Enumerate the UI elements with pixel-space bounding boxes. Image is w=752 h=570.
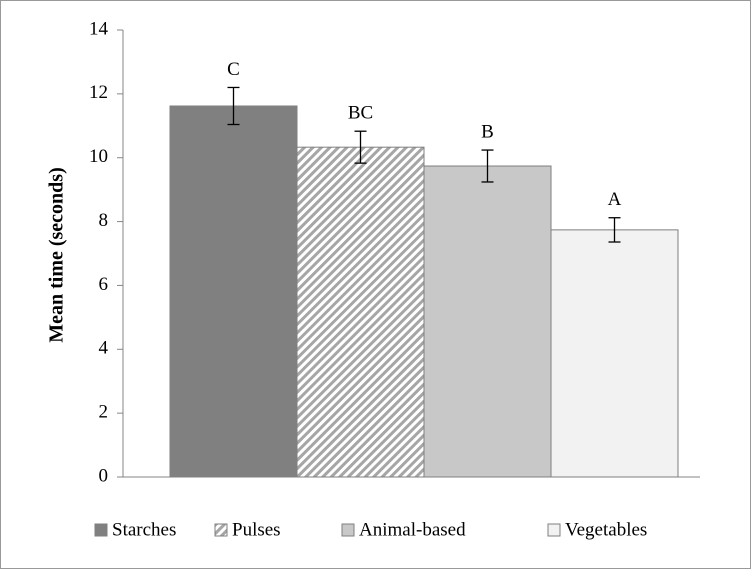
bar	[550, 229, 679, 478]
y-tick-label: 12	[89, 82, 108, 103]
legend-label: Pulses	[232, 519, 281, 540]
legend-swatch	[214, 523, 228, 537]
bar	[169, 105, 298, 478]
legend-label: Vegetables	[565, 519, 647, 540]
group-label: A	[608, 189, 622, 210]
y-tick-label: 14	[89, 18, 109, 39]
y-tick-label: 10	[89, 146, 108, 167]
y-axis-label: Mean time (seconds)	[46, 167, 68, 343]
y-tick-label: 0	[99, 465, 109, 486]
y-tick-label: 6	[99, 274, 109, 295]
group-label: C	[227, 59, 240, 80]
legend-swatch	[547, 523, 561, 537]
legend-swatch	[94, 523, 108, 537]
y-tick-label: 4	[99, 338, 109, 359]
group-label: BC	[348, 103, 373, 124]
bar	[296, 146, 425, 478]
bar	[423, 165, 552, 478]
group-label: B	[481, 121, 494, 142]
y-tick-label: 2	[99, 402, 109, 423]
y-tick-label: 8	[99, 210, 109, 231]
legend-swatch	[341, 523, 355, 537]
legend-label: Starches	[112, 519, 176, 540]
legend-label: Animal-based	[359, 519, 466, 540]
